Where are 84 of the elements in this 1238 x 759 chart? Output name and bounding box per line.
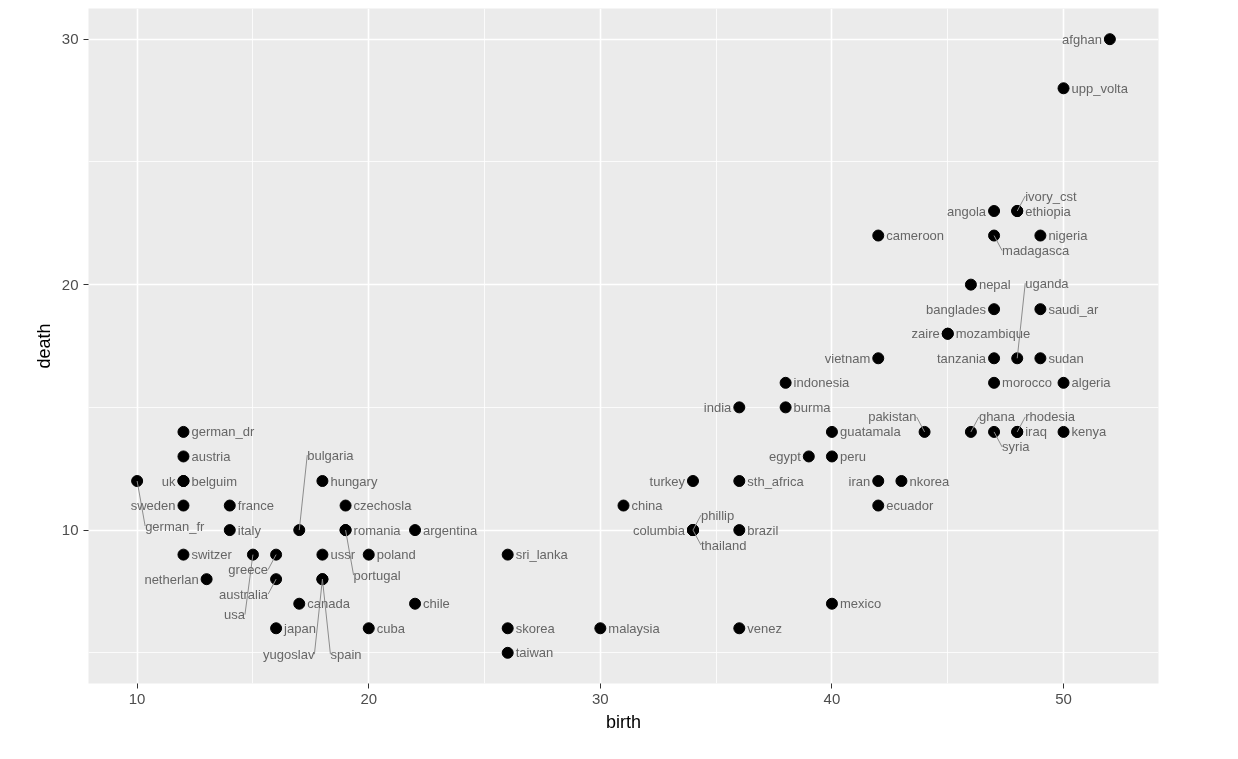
- annotation: algeria: [1071, 375, 1112, 391]
- y-tick-label: 30: [61, 30, 79, 48]
- annotation: belguim: [191, 473, 237, 489]
- y-tick-label: 20: [61, 275, 79, 293]
- annotation: bulgaria: [307, 447, 355, 463]
- annotation: switzer: [191, 547, 233, 563]
- annotation: malaysia: [608, 620, 661, 636]
- annotation: ghana: [978, 409, 1016, 425]
- annotation: venez: [747, 620, 782, 636]
- annotation: brazil: [747, 522, 779, 538]
- annotation: skorea: [515, 620, 556, 636]
- annotation: sri_lanka: [515, 547, 569, 563]
- x-tick-label: 20: [360, 689, 378, 707]
- annotation: nigeria: [1048, 228, 1089, 244]
- annotation: nepal: [978, 277, 1011, 293]
- annotation: angola: [947, 203, 987, 219]
- annotation: ivory_cst: [1025, 188, 1077, 204]
- annotation: saudi_ar: [1048, 301, 1099, 317]
- y-axis-title: death: [33, 323, 54, 369]
- x-axis-title: birth: [605, 711, 642, 732]
- annotation: turkey: [649, 473, 686, 489]
- annotation: indonesia: [793, 375, 851, 391]
- annotation: france: [237, 498, 274, 514]
- annotation: egypt: [768, 448, 802, 464]
- annotation: vietnam: [824, 350, 871, 366]
- annotation: mozambique: [955, 326, 1031, 342]
- annotation: guatamala: [839, 424, 902, 440]
- annotation: argentina: [423, 522, 479, 538]
- annotation: greece: [228, 562, 269, 578]
- annotation: austria: [191, 448, 232, 464]
- annotation: phillip: [700, 507, 735, 523]
- annotation: burma: [793, 399, 832, 415]
- annotation: uk: [161, 473, 176, 489]
- annotation: iran: [848, 473, 871, 489]
- annotation: spain: [330, 646, 362, 662]
- annotation: upp_volta: [1071, 80, 1129, 96]
- annotation: japan: [283, 620, 316, 636]
- annotation: syria: [1002, 439, 1031, 455]
- annotation: columbia: [632, 522, 686, 538]
- annotation: taiwan: [515, 645, 554, 661]
- annotation: sweden: [130, 498, 176, 514]
- y-tick-label: 10: [61, 521, 79, 539]
- x-tick-label: 50: [1055, 689, 1072, 707]
- annotation: rhodesia: [1025, 409, 1076, 425]
- annotation: china: [631, 498, 664, 514]
- annotation: nkorea: [909, 473, 950, 489]
- x-tick-label: 40: [823, 689, 841, 707]
- annotation: italy: [237, 522, 262, 538]
- annotation: netherlan: [144, 571, 199, 587]
- annotation: afghan: [1062, 31, 1102, 47]
- annotation: ecuador: [886, 498, 934, 514]
- annotation: czechosla: [353, 498, 413, 514]
- annotation: iraq: [1025, 424, 1047, 440]
- annotation: usa: [223, 607, 246, 623]
- x-tick-label: 10: [128, 689, 146, 707]
- annotation: sudan: [1048, 350, 1084, 366]
- annotation: peru: [839, 448, 866, 464]
- annotation: cuba: [376, 620, 406, 636]
- annotation: sth_africa: [747, 473, 805, 489]
- annotation: chile: [423, 596, 450, 612]
- annotation: banglades: [926, 301, 987, 317]
- annotation: tanzania: [936, 350, 987, 366]
- annotation: german_fr: [145, 518, 206, 534]
- annotation: ussr: [330, 547, 356, 563]
- annotation: canada: [307, 596, 351, 612]
- annotation: romania: [353, 522, 402, 538]
- annotation: thailand: [700, 537, 747, 553]
- x-tick-label: 30: [592, 689, 609, 707]
- annotation: australia: [218, 586, 269, 602]
- annotation: mexico: [839, 596, 882, 612]
- annotation: madagasca: [1002, 243, 1071, 259]
- annotation: kenya: [1071, 424, 1107, 440]
- annotation: poland: [376, 547, 416, 563]
- annotation: hungary: [330, 473, 378, 489]
- annotation: german_dr: [191, 424, 255, 440]
- annotation: morocco: [1002, 375, 1052, 391]
- annotation: zaire: [911, 326, 940, 342]
- annotation: cameroon: [886, 228, 945, 244]
- annotation: yugoslav: [263, 646, 315, 662]
- annotation: portugal: [353, 567, 401, 583]
- annotation: uganda: [1025, 275, 1070, 291]
- annotation: pakistan: [868, 409, 917, 425]
- annotation: india: [703, 399, 733, 415]
- annotation: ethiopia: [1025, 203, 1072, 219]
